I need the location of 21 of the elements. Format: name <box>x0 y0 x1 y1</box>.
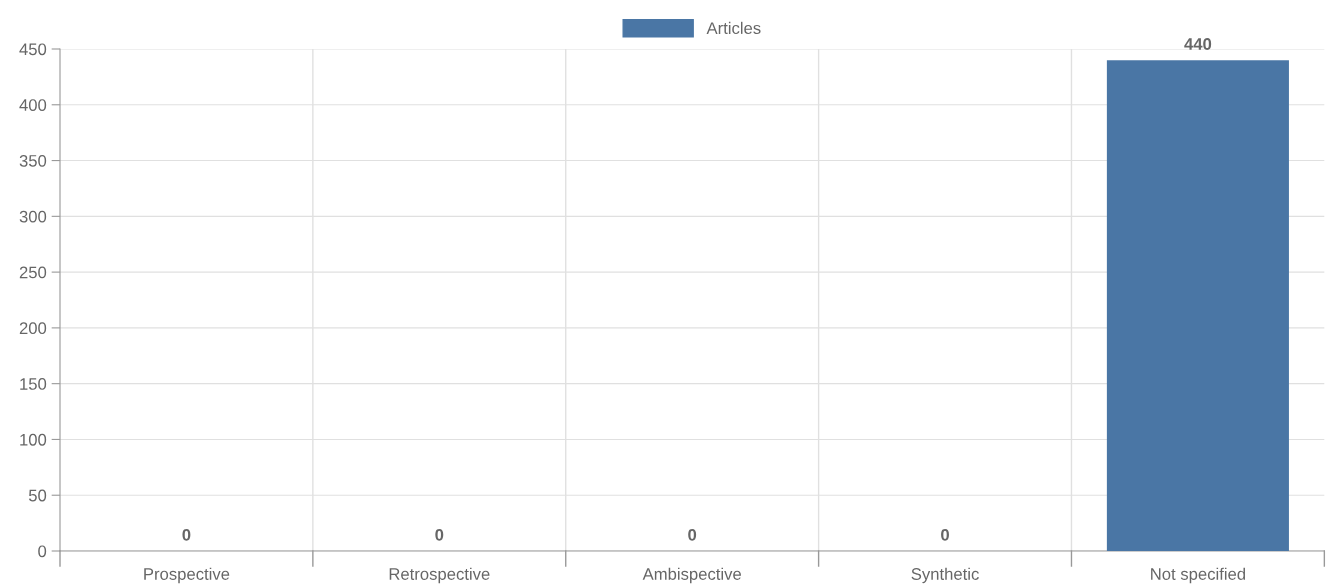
y-tick-label: 100 <box>20 433 47 446</box>
y-tick-label: 300 <box>19 210 47 223</box>
y-tick-label: 350 <box>19 154 47 167</box>
legend-label: Articles <box>706 21 761 35</box>
y-tick-label: 400 <box>19 99 47 111</box>
data-label: 0 <box>688 528 697 541</box>
y-tick-label: 450 <box>19 43 47 56</box>
y-tick-label: 250 <box>19 266 47 279</box>
data-label: 0 <box>435 528 444 541</box>
x-tick-label: Not specified <box>1151 567 1246 584</box>
y-tick-label: 200 <box>19 322 47 335</box>
data-label: 440 <box>1184 38 1212 50</box>
x-tick-label: Prospective <box>144 567 230 584</box>
y-tick-label: 150 <box>20 378 47 390</box>
data-label: 0 <box>941 528 949 541</box>
y-tick-label: 50 <box>28 489 47 502</box>
x-tick-label: Ambispective <box>642 567 741 584</box>
x-tick-label: Retrospective <box>389 567 490 584</box>
x-tick-label: Synthetic <box>911 567 979 584</box>
data-label: 0 <box>182 528 191 541</box>
y-tick-label: 0 <box>38 545 47 558</box>
